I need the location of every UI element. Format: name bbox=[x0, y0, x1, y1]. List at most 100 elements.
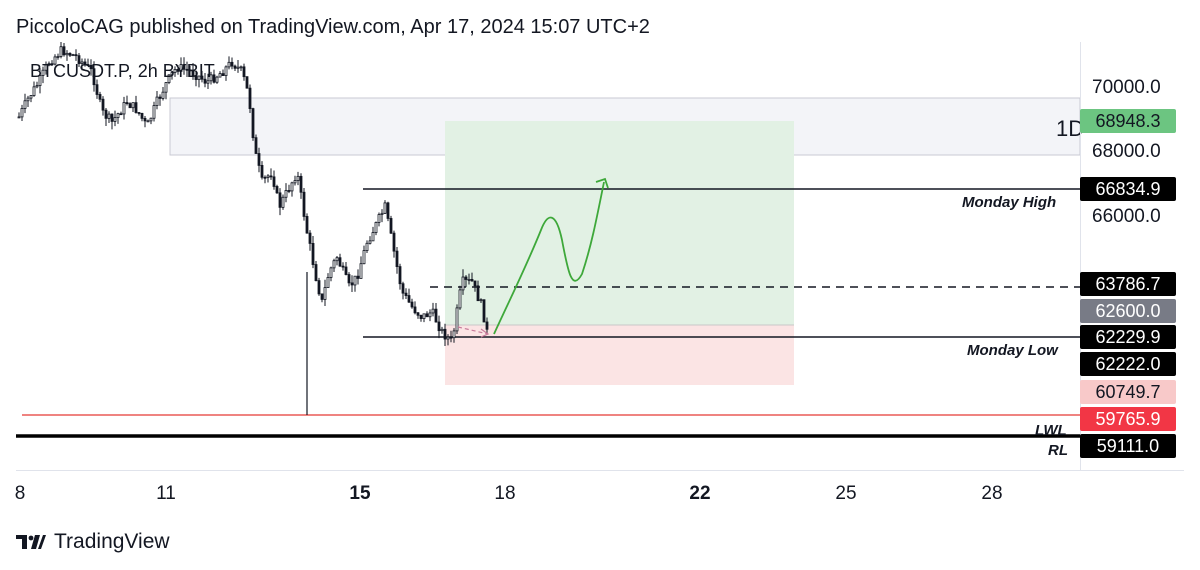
candle-body bbox=[89, 64, 93, 70]
candle-body bbox=[26, 97, 30, 102]
candle-body bbox=[302, 191, 306, 217]
candle-body bbox=[116, 113, 120, 118]
candle-body bbox=[161, 91, 165, 99]
candle-body bbox=[23, 100, 27, 109]
lwl-label: LWL bbox=[1035, 422, 1067, 439]
candle-body bbox=[485, 321, 489, 330]
stop-zone[interactable] bbox=[445, 325, 794, 385]
candle-body bbox=[347, 274, 351, 284]
candle-body bbox=[254, 137, 258, 154]
candle-body bbox=[353, 275, 357, 286]
candle-body bbox=[374, 222, 378, 233]
candle-body bbox=[290, 182, 294, 192]
candle-body bbox=[197, 75, 201, 80]
candle-body bbox=[326, 277, 330, 289]
candle-body bbox=[431, 308, 435, 314]
candle-body bbox=[392, 232, 396, 252]
candle-body bbox=[101, 98, 105, 111]
price-chart[interactable] bbox=[16, 42, 1080, 470]
candle-body bbox=[356, 275, 360, 279]
candle-body bbox=[248, 87, 252, 109]
candle-body bbox=[122, 102, 126, 115]
candle-body bbox=[242, 66, 246, 78]
candle-body bbox=[236, 66, 240, 69]
candle-body bbox=[167, 74, 171, 83]
candle-body bbox=[428, 312, 432, 318]
candle-body bbox=[158, 96, 162, 99]
candle-body bbox=[188, 69, 192, 72]
candle-body bbox=[332, 260, 336, 269]
candle-body bbox=[110, 113, 114, 122]
candle-body bbox=[422, 313, 426, 319]
candle-body bbox=[314, 264, 318, 282]
candle-body bbox=[446, 336, 450, 340]
time-tick: 25 bbox=[835, 483, 857, 504]
monday-low-label: Monday Low bbox=[967, 342, 1058, 359]
candle-body bbox=[284, 190, 288, 198]
rl-label: RL bbox=[1048, 442, 1068, 459]
candle-body bbox=[173, 68, 177, 73]
candle-body bbox=[98, 94, 102, 100]
price-label-stop: 60749.7 bbox=[1080, 380, 1176, 404]
candle-body bbox=[38, 75, 42, 87]
candle-body bbox=[458, 289, 462, 309]
candle-body bbox=[275, 186, 279, 194]
candle-body bbox=[95, 84, 99, 95]
candle-body bbox=[416, 312, 420, 316]
candle-body bbox=[176, 68, 180, 72]
candle-body bbox=[299, 175, 303, 193]
candle-body bbox=[305, 216, 309, 234]
candle-body bbox=[218, 73, 222, 78]
candle-body bbox=[368, 240, 372, 244]
target-zone[interactable] bbox=[445, 121, 794, 325]
candle-body bbox=[395, 250, 399, 268]
time-tick: 28 bbox=[981, 483, 1003, 504]
candle-body bbox=[200, 75, 204, 80]
candle-body bbox=[323, 287, 327, 300]
candle-body bbox=[71, 54, 75, 57]
candle-body bbox=[86, 64, 90, 66]
candle-body bbox=[155, 96, 159, 106]
candle-body bbox=[35, 85, 39, 88]
candle-body bbox=[182, 64, 186, 70]
candle-body bbox=[62, 46, 66, 56]
candle-body bbox=[467, 279, 471, 281]
candle-body bbox=[224, 66, 228, 76]
price-label-dashed-level: 63786.7 bbox=[1080, 272, 1176, 296]
candle-body bbox=[47, 63, 51, 66]
candle-body bbox=[473, 280, 477, 287]
price-label-monday-low: 62222.0 bbox=[1080, 352, 1176, 376]
candle-body bbox=[194, 75, 198, 80]
candle-body bbox=[437, 321, 441, 332]
price-axis[interactable] bbox=[1080, 42, 1185, 470]
price-label-monday-high: 66834.9 bbox=[1080, 177, 1176, 201]
candle-body bbox=[350, 282, 354, 286]
candle-body bbox=[296, 175, 300, 182]
candle-body bbox=[434, 308, 438, 323]
candle-body bbox=[407, 295, 411, 303]
candle-body bbox=[77, 55, 81, 64]
projection-path[interactable] bbox=[493, 181, 605, 335]
candle-body bbox=[50, 63, 54, 66]
time-tick: 22 bbox=[689, 483, 711, 504]
candle-body bbox=[137, 112, 141, 114]
chart-area[interactable] bbox=[16, 42, 1080, 470]
candle-body bbox=[68, 52, 72, 56]
candle-body bbox=[293, 180, 297, 184]
price-tick: 66000.0 bbox=[1092, 206, 1161, 227]
time-axis[interactable] bbox=[16, 470, 1184, 515]
price-label-rl: 59111.0 bbox=[1080, 434, 1176, 458]
candle-body bbox=[170, 72, 174, 76]
symbol-info[interactable]: BTCUSDT.P, 2h BYBIT bbox=[30, 61, 215, 81]
candle-body bbox=[443, 328, 447, 340]
candle-body bbox=[206, 80, 210, 84]
candle-body bbox=[44, 64, 48, 71]
price-tick: 70000.0 bbox=[1092, 77, 1161, 98]
candle-body bbox=[185, 68, 189, 71]
publish-header: PiccoloCAG published on TradingView.com,… bbox=[16, 16, 650, 38]
candle-body bbox=[482, 299, 486, 323]
candle-body bbox=[452, 330, 456, 339]
footer-branding[interactable]: TradingView bbox=[16, 528, 170, 556]
candle-body bbox=[215, 76, 219, 83]
candle-body bbox=[83, 61, 87, 65]
